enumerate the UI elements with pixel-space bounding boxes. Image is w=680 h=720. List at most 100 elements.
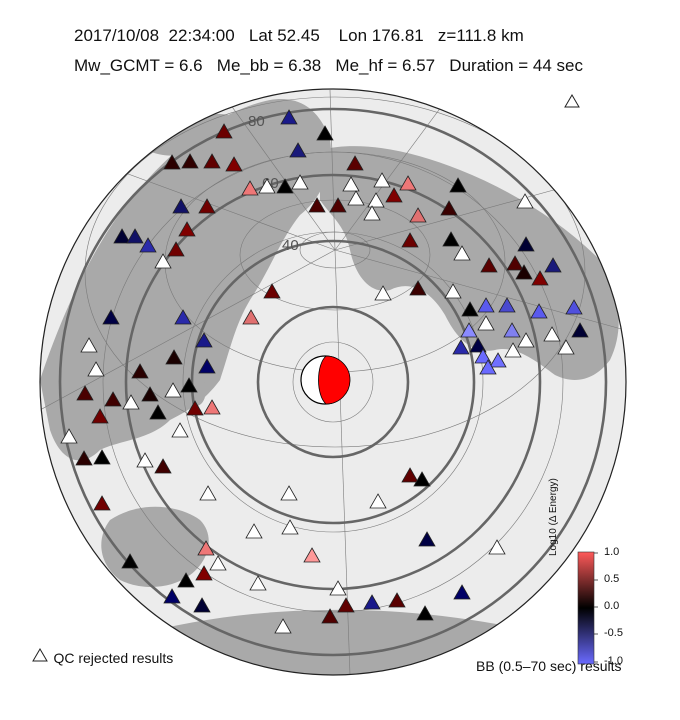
station-triangle — [167, 241, 185, 257]
station-triangle — [276, 178, 294, 194]
station-triangle — [113, 228, 131, 244]
station-triangle — [203, 153, 221, 169]
station-triangle — [209, 555, 227, 571]
station-triangle — [474, 348, 492, 364]
station-triangle — [280, 109, 298, 125]
station-triangle — [342, 176, 360, 192]
colorbar-tick-label: 0.0 — [604, 600, 620, 612]
station-triangle — [122, 394, 140, 410]
station-triangle — [452, 339, 470, 355]
station-triangle — [131, 363, 149, 379]
station-triangle — [174, 309, 192, 325]
station-triangle — [165, 349, 183, 365]
station-triangle — [374, 285, 392, 301]
station-triangle — [449, 177, 467, 193]
station-triangle — [126, 228, 144, 244]
station-triangle — [565, 299, 583, 315]
station-triangle — [198, 198, 216, 214]
station-triangle — [530, 303, 548, 319]
graticule-meridian — [334, 179, 591, 251]
station-triangle — [409, 280, 427, 296]
station-triangle — [444, 283, 462, 299]
station-triangle — [329, 580, 347, 596]
graticule-meridian — [40, 249, 336, 411]
station-triangle — [181, 153, 199, 169]
station-triangle — [477, 315, 495, 331]
graticule-meridian — [329, 89, 336, 251]
station-triangle — [186, 400, 204, 416]
event-info-line1: 2017/10/08 22:34:00 Lat 52.45 Lon 176.81… — [74, 26, 524, 45]
station-triangle — [544, 257, 562, 273]
station-triangle — [258, 178, 276, 194]
beachball-compression — [318, 355, 351, 405]
qc-rejected-triangle-icon — [564, 94, 580, 108]
station-triangle — [163, 154, 181, 170]
station-triangle — [367, 192, 385, 208]
station-triangle — [75, 450, 93, 466]
station-triangle — [193, 597, 211, 613]
station-triangle — [291, 174, 309, 190]
station-triangle — [198, 358, 216, 374]
station-triangle — [571, 322, 589, 338]
graticule-meridian — [334, 94, 451, 251]
station-triangle — [139, 237, 157, 253]
station-triangle — [242, 309, 260, 325]
graticule — [40, 89, 626, 675]
colorbar-ticks — [594, 552, 598, 663]
station-triangle — [498, 297, 516, 313]
station-triangle — [321, 608, 339, 624]
station-triangle — [440, 200, 458, 216]
station-triangle — [346, 155, 364, 171]
station-triangle — [164, 382, 182, 398]
station-triangle — [149, 404, 167, 420]
station-triangle — [543, 326, 561, 342]
station-triangle — [416, 605, 434, 621]
station-triangle — [93, 495, 111, 511]
station-triangle — [80, 337, 98, 353]
graticule-circle — [292, 341, 374, 423]
colorbar — [577, 551, 595, 665]
station-triangle — [303, 547, 321, 563]
station-triangle — [531, 270, 549, 286]
station-triangle — [369, 493, 387, 509]
ring-label-80: 80 — [248, 113, 265, 130]
station-triangle — [442, 231, 460, 247]
station-triangle — [154, 458, 172, 474]
station-triangle — [517, 236, 535, 252]
station-triangle — [197, 540, 215, 556]
station-triangle — [60, 428, 78, 444]
station-triangle — [337, 597, 355, 613]
station-triangle — [347, 190, 365, 206]
station-triangle — [413, 471, 431, 487]
station-triangle — [171, 422, 189, 438]
station-triangle — [461, 301, 479, 317]
station-triangle — [102, 309, 120, 325]
station-triangle — [460, 322, 478, 338]
land-north-america — [320, 146, 619, 380]
colorbar-tick-label: -0.5 — [604, 627, 623, 639]
station-triangle — [141, 386, 159, 402]
colorbar-tick-label: -1.0 — [604, 655, 623, 667]
station-triangle — [453, 245, 471, 261]
station-triangle — [488, 539, 506, 555]
station-triangle — [199, 485, 217, 501]
station-triangle — [329, 197, 347, 213]
station-triangle — [373, 172, 391, 188]
graticule-latitude — [84, 96, 586, 448]
station-triangle — [515, 264, 533, 280]
station-triangle — [241, 180, 259, 196]
station-triangle — [517, 332, 535, 348]
station-triangle — [274, 618, 292, 634]
station-triangle — [385, 187, 403, 203]
station-triangle — [504, 342, 522, 358]
station-triangle — [480, 257, 498, 273]
station-triangle — [399, 175, 417, 191]
station-triangle — [280, 485, 298, 501]
graticule-meridian — [89, 159, 336, 251]
station-triangle — [215, 123, 233, 139]
station-triangle — [195, 565, 213, 581]
station-triangle — [195, 332, 213, 348]
station-triangle — [363, 594, 381, 610]
station-triangle — [121, 553, 139, 569]
